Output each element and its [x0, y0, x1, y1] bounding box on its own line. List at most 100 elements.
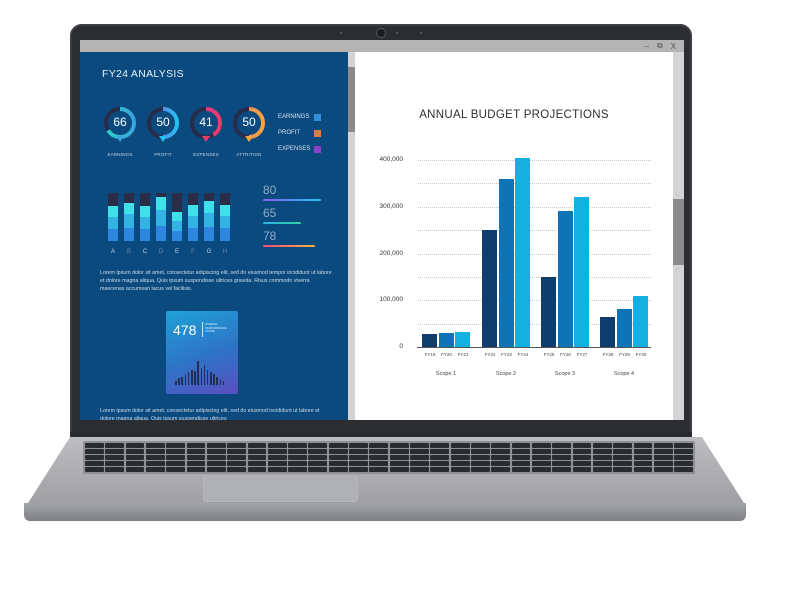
bar-fy25 — [541, 276, 556, 347]
keyboard-key — [308, 443, 328, 448]
keyboard-key — [105, 467, 125, 472]
grid-line — [418, 160, 651, 161]
grid-line — [418, 206, 651, 208]
keyboard-key — [430, 443, 450, 448]
x-axis-label: FY19 — [424, 352, 436, 357]
keyboard-key — [450, 449, 470, 454]
webcam — [377, 29, 385, 37]
performance-score-card: 478 OVERALL PERFORMANCE SCORE — [166, 311, 238, 394]
keyboard-key — [613, 467, 633, 472]
minimize-button[interactable]: – — [644, 41, 649, 51]
keyboard-key — [369, 443, 389, 448]
kpi-value: 80 — [263, 183, 277, 197]
keyboard-key — [633, 449, 653, 454]
close-button[interactable]: X — [670, 41, 676, 51]
keyboard-key — [531, 455, 551, 460]
keyboard-key — [633, 443, 653, 448]
spark-bar — [203, 365, 206, 385]
right-scrollbar-thumb[interactable] — [673, 199, 684, 265]
keyboard-key — [267, 455, 287, 460]
stacked-bar-c — [140, 193, 150, 241]
grid-line — [418, 253, 651, 255]
keyboard-key — [653, 455, 673, 460]
keyboard-key — [674, 449, 693, 454]
keyboard-key — [674, 467, 693, 472]
kpi-progress-line — [263, 199, 321, 201]
gauge-value: 41 — [199, 115, 213, 129]
keyboard-key — [369, 455, 389, 460]
keyboard-key — [471, 449, 490, 454]
left-scrollbar-thumb[interactable] — [348, 67, 355, 132]
keyboard-key — [572, 461, 592, 466]
bar-label: D — [158, 249, 164, 255]
keyboard-key — [186, 443, 206, 448]
legend-item-expenses: EXPENSES — [278, 141, 321, 157]
keyboard-key — [145, 467, 165, 472]
keyboard-key — [450, 461, 470, 466]
spark-bar — [184, 375, 187, 385]
keyboard-key — [308, 467, 328, 472]
keyboard-key — [572, 467, 592, 472]
grid-line — [418, 323, 651, 325]
donut-gauge-icon — [104, 107, 136, 142]
keyboard-key — [592, 443, 612, 448]
keyboard-key — [471, 461, 490, 466]
touchpad — [203, 476, 358, 502]
keyboard-key — [186, 455, 206, 460]
keyboard-key — [85, 449, 104, 454]
grid-line — [418, 276, 651, 278]
keyboard-key — [592, 449, 612, 454]
keyboard-key — [572, 449, 592, 454]
keyboard-key — [227, 455, 247, 460]
keyboard-key — [410, 449, 429, 454]
keyboard-key — [206, 461, 226, 466]
keyboard-key — [308, 461, 328, 466]
keyboard-key — [389, 449, 409, 454]
legend-swatch — [314, 113, 321, 121]
spark-bar — [178, 378, 180, 385]
spark-bar — [219, 379, 222, 385]
stacked-bar-d — [156, 193, 166, 241]
keyboard-key — [592, 467, 612, 472]
bar-fy30 — [633, 295, 648, 347]
spark-bar — [222, 380, 225, 385]
keyboard-key — [288, 455, 307, 460]
kpi-list: 80 65 78 — [263, 183, 321, 253]
gauge-expenses: 41 EXPENSES — [188, 105, 224, 157]
keyboard-key — [206, 449, 226, 454]
bar-label: G — [206, 249, 212, 255]
keyboard-key — [125, 449, 145, 454]
left-scrollbar[interactable] — [348, 52, 355, 420]
keyboard-key — [471, 467, 490, 472]
keyboard-key — [166, 449, 186, 454]
bar-fy29 — [616, 308, 632, 347]
keyboard-key — [85, 461, 104, 466]
keyboard-key — [511, 443, 531, 448]
keyboard-key — [206, 455, 226, 460]
bar-label: C — [142, 249, 148, 255]
description-paragraph-2: Lorem ipsum dolor sit amet, consectetur … — [100, 408, 320, 420]
description-paragraph: Lorem ipsum dolor sit amet, consectetur … — [100, 270, 332, 292]
keyboard-key — [145, 455, 165, 460]
keyboard-key — [491, 455, 511, 460]
right-scrollbar[interactable] — [673, 52, 684, 420]
stacked-bar-g — [204, 193, 214, 241]
keyboard-key — [633, 461, 653, 466]
kpi-value: 65 — [263, 206, 277, 220]
keyboard-key — [145, 443, 165, 448]
sensor-dot — [340, 32, 342, 34]
keyboard-key — [227, 449, 247, 454]
stacked-bar-a — [108, 193, 118, 241]
keyboard-key — [471, 443, 490, 448]
keyboard-key — [105, 461, 125, 466]
keyboard-key — [267, 449, 287, 454]
restore-button[interactable]: ⧉ — [656, 41, 663, 50]
keyboard-key — [166, 467, 186, 472]
stacked-bar-h — [220, 193, 230, 241]
keyboard-key — [491, 449, 511, 454]
keyboard-key — [471, 455, 490, 460]
y-axis-tick: 300,000 — [379, 202, 404, 210]
keyboard-key — [592, 461, 612, 466]
keyboard-key — [389, 455, 409, 460]
legend-swatch — [314, 145, 321, 153]
